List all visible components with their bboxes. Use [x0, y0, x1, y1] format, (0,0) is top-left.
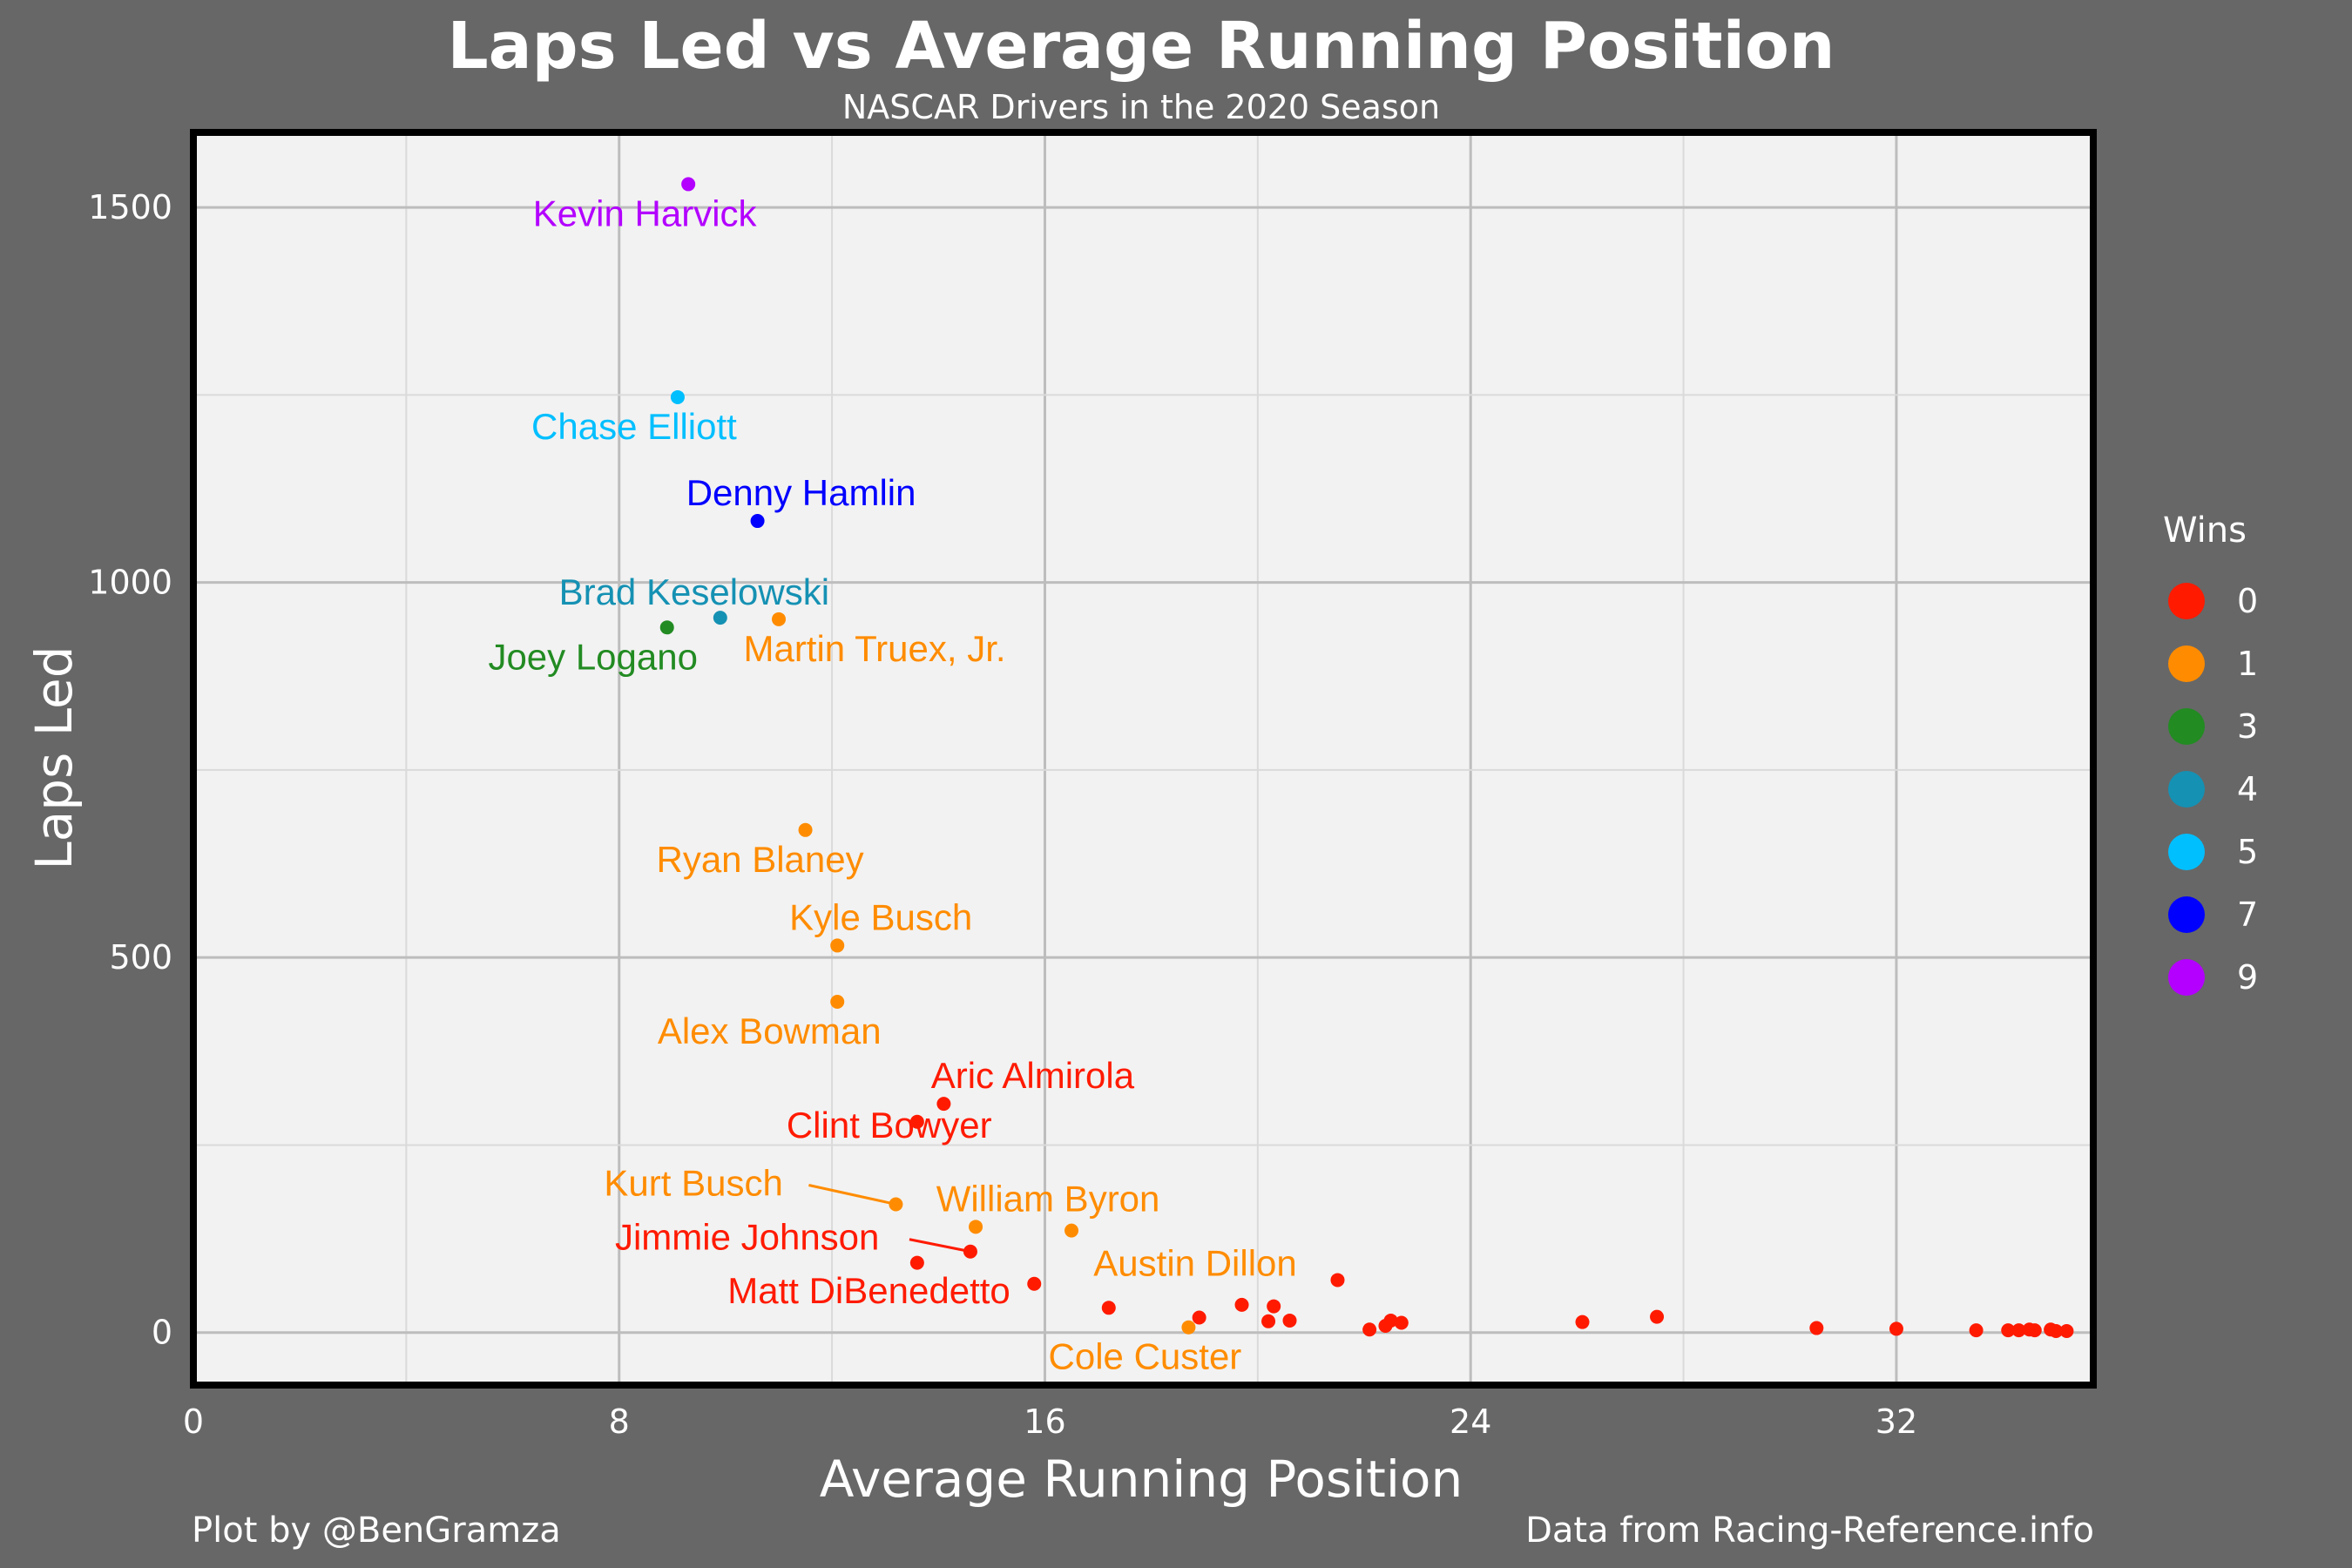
legend-swatch: [2168, 583, 2205, 619]
point-label: Kyle Busch: [789, 896, 972, 937]
x-tick-label: 24: [1450, 1402, 1491, 1441]
legend-swatch: [2168, 771, 2205, 808]
data-point-ryan-blaney: [798, 822, 813, 837]
label-leader-lines: [808, 1184, 971, 1254]
data-point-cole-custer: [1181, 1320, 1196, 1335]
data-point: [1394, 1315, 1409, 1330]
data-point: [1969, 1323, 1984, 1338]
point-label: William Byron: [936, 1178, 1160, 1219]
point-label: Ryan Blaney: [656, 839, 863, 880]
legend-swatch: [2168, 708, 2205, 745]
data-point: [2011, 1323, 2026, 1338]
legend-label: 1: [2237, 645, 2258, 683]
legend-title: Wins: [2163, 510, 2247, 551]
legend-label: 3: [2237, 707, 2258, 746]
x-tick-label: 16: [1024, 1402, 1065, 1441]
data-point: [1889, 1321, 1903, 1336]
data-point-kyle-busch: [830, 938, 845, 953]
legend-swatch: [2168, 834, 2205, 870]
data-point-brad-keselowski: [713, 611, 727, 625]
chart-subtitle: NASCAR Drivers in the 2020 Season: [842, 88, 1440, 126]
leader-line: [808, 1184, 896, 1206]
data-point: [1650, 1309, 1665, 1324]
legend-label: 7: [2237, 896, 2258, 934]
legend-swatch: [2168, 645, 2205, 682]
point-label: Kurt Busch: [604, 1162, 782, 1203]
y-axis-label: Laps Led: [24, 645, 84, 869]
data-points: [659, 177, 2074, 1339]
point-label: Kevin Harvick: [533, 193, 758, 233]
point-labels: Kevin Harvick Chase Elliott Denny Hamlin Br…: [488, 193, 1296, 1376]
point-label: Matt DiBenedetto: [727, 1270, 1010, 1311]
legend-label: 9: [2237, 958, 2258, 997]
legend-label: 0: [2237, 582, 2258, 620]
legend-swatch: [2168, 959, 2205, 996]
y-axis-ticks: 0 500 1000 1500: [88, 188, 172, 1352]
point-label: Cole Custer: [1049, 1336, 1242, 1377]
point-label: Austin Dillon: [1093, 1243, 1296, 1284]
y-tick-label: 1000: [88, 564, 172, 602]
data-point-matt-dibenedetto: [1027, 1276, 1042, 1291]
legend-label: 5: [2237, 833, 2258, 871]
data-point-jimmie-johnson: [963, 1244, 977, 1259]
data-point: [1383, 1313, 1398, 1328]
legend: Wins 0 1 3 4 5 7 9: [2163, 510, 2258, 997]
data-point: [1234, 1297, 1249, 1312]
data-point-aric-almirola: [936, 1097, 951, 1112]
legend-label: 4: [2237, 770, 2258, 808]
legend-items: 0 1 3 4 5 7 9: [2168, 582, 2258, 997]
data-point: [1330, 1273, 1345, 1288]
y-tick-label: 1500: [88, 188, 172, 226]
data-point: [1267, 1299, 1281, 1314]
point-label: Martin Truex, Jr.: [743, 628, 1005, 669]
chart-title: Laps Led vs Average Running Position: [448, 9, 1835, 84]
x-tick-label: 0: [183, 1402, 204, 1441]
data-point-chase-elliott: [670, 389, 685, 404]
data-point: [1192, 1310, 1206, 1325]
data-point-joey-logano: [659, 620, 674, 635]
data-point: [2027, 1323, 2042, 1338]
plot-border: [190, 129, 2097, 1389]
data-point: [1101, 1301, 1116, 1315]
data-point: [1809, 1321, 1824, 1335]
data-point: [2001, 1323, 2016, 1338]
grid-lines: [192, 132, 2093, 1385]
point-label: Joey Logano: [488, 636, 698, 677]
point-label: Alex Bowman: [658, 1010, 882, 1051]
point-label: Denny Hamlin: [686, 472, 916, 513]
data-point: [2059, 1324, 2074, 1339]
data-point: [1362, 1322, 1377, 1337]
data-point: [1575, 1315, 1590, 1329]
data-point-austin-dillon: [1064, 1223, 1079, 1238]
data-point-kevin-harvick: [681, 177, 696, 192]
plot-area: [193, 132, 2093, 1385]
data-point-kurt-busch: [889, 1197, 903, 1212]
legend-swatch: [2168, 896, 2205, 933]
point-label: Clint Bowyer: [787, 1105, 992, 1146]
data-point: [1282, 1313, 1297, 1328]
point-label: Aric Almirola: [931, 1055, 1135, 1096]
y-tick-label: 0: [152, 1314, 172, 1352]
caption-right: Data from Racing-Reference.info: [1525, 1511, 2094, 1551]
leader-line: [909, 1238, 971, 1254]
y-tick-label: 500: [109, 938, 172, 977]
data-point-william-byron: [969, 1220, 983, 1234]
data-point-denny-hamlin: [750, 514, 765, 529]
data-point-martin-truex-jr: [772, 612, 787, 626]
x-tick-label: 32: [1876, 1402, 1917, 1441]
data-point: [2049, 1324, 2064, 1339]
caption-left: Plot by @BenGramza: [192, 1511, 561, 1551]
x-axis-label: Average Running Position: [820, 1450, 1463, 1509]
x-tick-label: 8: [609, 1402, 630, 1441]
point-label: Jimmie Johnson: [615, 1217, 879, 1258]
point-label: Chase Elliott: [531, 406, 737, 447]
data-point: [909, 1255, 924, 1270]
data-point: [1261, 1314, 1276, 1328]
x-axis-ticks: 0 8 16 24 32: [183, 1402, 1917, 1441]
point-label: Brad Keselowski: [559, 571, 829, 612]
data-point-alex-bowman: [830, 994, 845, 1009]
data-point-clint-bowyer: [909, 1114, 924, 1129]
